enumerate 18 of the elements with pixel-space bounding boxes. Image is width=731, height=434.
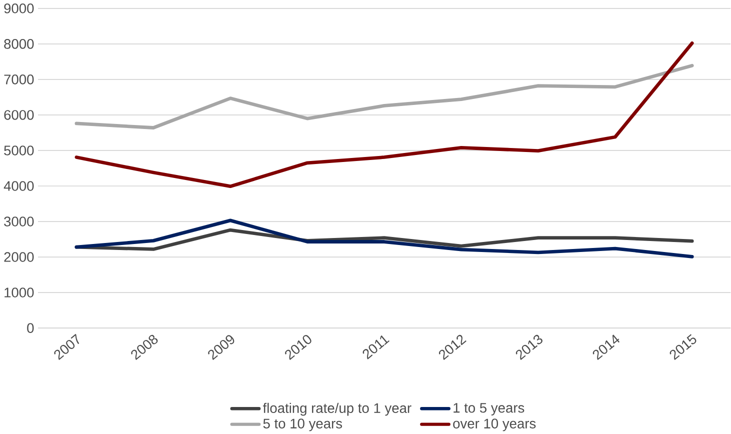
legend-label: over 10 years	[453, 418, 536, 432]
y-tick-label: 1000	[4, 288, 34, 298]
line-series	[74, 228, 694, 251]
y-tick-label: 2000	[4, 252, 34, 262]
y-tick-label: 0	[27, 323, 34, 333]
line-series	[74, 64, 694, 130]
line-series	[74, 41, 694, 188]
y-tick-label: 3000	[4, 216, 34, 226]
y-tick-label: 4000	[4, 181, 34, 191]
y-tick-label: 9000	[4, 3, 34, 14]
legend-label: 5 to 10 years	[263, 418, 342, 432]
y-tick-label: 8000	[4, 38, 34, 49]
line-series	[74, 218, 694, 258]
legend-label: 1 to 5 years	[454, 403, 524, 416]
legend-label: floating rate/up to 1 year	[262, 402, 412, 416]
y-tick-label: 7000	[4, 74, 34, 84]
y-tick-label: 5000	[4, 146, 34, 156]
y-tick-label: 6000	[4, 110, 34, 120]
